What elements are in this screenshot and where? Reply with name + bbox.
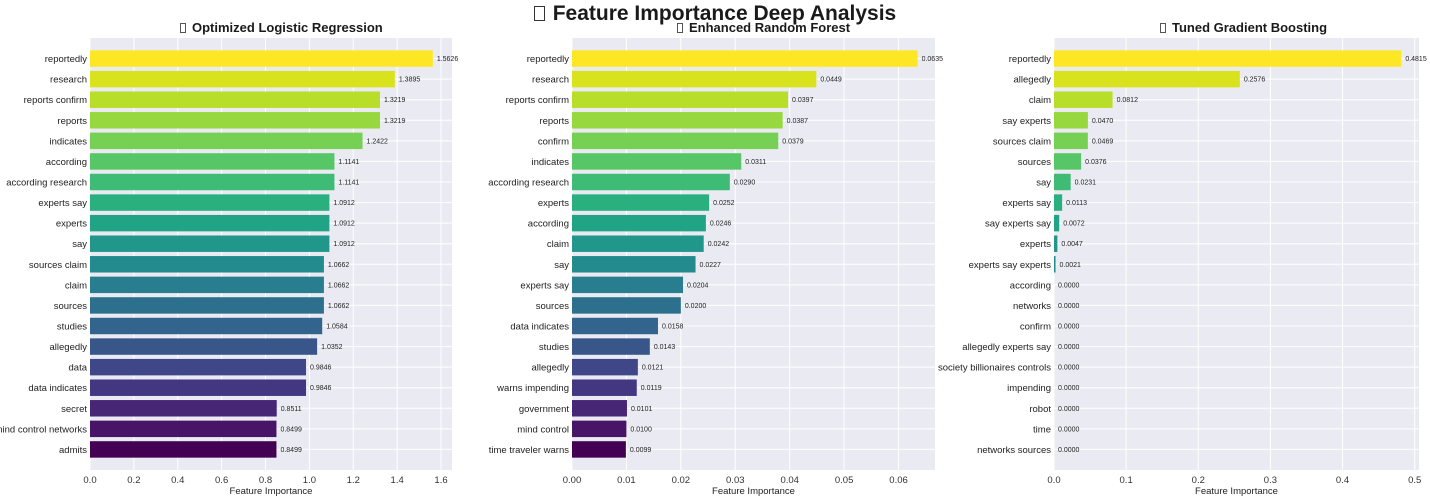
category-label: experts — [56, 219, 87, 230]
x-tick-label: 0.0 — [83, 475, 96, 486]
missing-glyph-icon — [677, 23, 683, 33]
x-axis-label: Feature Importance — [230, 486, 313, 497]
bar — [90, 420, 277, 438]
category-label: data indicates — [28, 383, 87, 394]
value-label: 1.0662 — [328, 282, 350, 289]
value-label: 0.8499 — [280, 447, 302, 454]
value-label: 1.2422 — [367, 138, 389, 145]
figure-title: Feature Importance Deep Analysis — [0, 2, 1430, 26]
bar — [90, 214, 330, 232]
bar — [90, 297, 324, 314]
value-label: 1.3895 — [399, 77, 421, 84]
x-tick-label: 0.6 — [215, 475, 228, 486]
bar — [90, 173, 335, 191]
value-label: 1.5626 — [437, 56, 459, 63]
bar — [90, 70, 395, 88]
category-label: sources — [54, 301, 88, 312]
bar — [90, 338, 318, 355]
x-tick-label: 0.2 — [127, 475, 140, 486]
panel-title-text: Tuned Gradient Boosting — [1172, 20, 1328, 35]
value-label: 0.9846 — [310, 365, 332, 372]
bar — [90, 112, 381, 129]
value-label: 1.0912 — [333, 241, 355, 248]
bar — [90, 91, 381, 108]
category-label: research — [50, 75, 87, 86]
bar — [90, 235, 330, 252]
value-label: 1.1141 — [338, 159, 359, 166]
x-tick-label: 1.0 — [303, 475, 316, 486]
category-label: according — [46, 157, 87, 168]
category-label: reports — [57, 116, 87, 127]
category-label: reportedly — [45, 54, 87, 65]
panel-title-text: Optimized Logistic Regression — [192, 20, 383, 35]
plot-area — [90, 38, 452, 470]
bar — [90, 276, 324, 294]
panel-title-gradient-boosting: Tuned Gradient Boosting — [1160, 20, 1327, 35]
category-label: indicates — [50, 136, 88, 147]
category-label: allegedly — [50, 342, 88, 353]
category-label: according research — [6, 178, 87, 189]
value-label: 1.1141 — [338, 180, 359, 187]
x-tick-label: 0.8 — [259, 475, 272, 486]
bar — [90, 153, 335, 170]
category-label: studies — [57, 322, 87, 333]
bar — [90, 441, 277, 458]
value-label: 1.3219 — [384, 118, 406, 125]
value-label: 1.0352 — [321, 344, 343, 351]
missing-glyph-icon — [180, 23, 186, 33]
value-label: 0.8511 — [281, 406, 302, 413]
bar — [90, 132, 363, 150]
category-label: claim — [65, 280, 87, 291]
x-tick-label: 1.2 — [347, 475, 360, 486]
bar — [90, 358, 307, 376]
value-label: 1.0662 — [328, 303, 350, 310]
x-tick-label: 1.6 — [434, 475, 447, 486]
missing-glyph-icon — [1160, 23, 1166, 33]
category-label: secret — [61, 404, 87, 415]
value-label: 0.9846 — [310, 385, 332, 392]
x-tick-label: 0.4 — [171, 475, 184, 486]
panel-title-text: Enhanced Random Forest — [689, 20, 851, 35]
bar — [90, 379, 307, 396]
missing-glyph-icon — [533, 6, 545, 21]
value-label: 1.3219 — [384, 97, 406, 104]
value-label: 1.0912 — [333, 200, 355, 207]
value-label: 1.0662 — [328, 262, 350, 269]
category-label: say — [72, 239, 87, 250]
bar — [90, 256, 324, 273]
bar — [90, 317, 323, 335]
category-label: sources claim — [29, 260, 87, 271]
panel-title-logistic-regression: Optimized Logistic Regression — [180, 20, 383, 35]
category-label: admits — [59, 445, 87, 456]
figure-title-text: Feature Importance Deep Analysis — [552, 2, 897, 25]
category-label: experts say — [38, 198, 87, 209]
bar — [90, 400, 277, 417]
value-label: 1.0912 — [333, 221, 355, 228]
bar — [90, 50, 433, 67]
x-tick-label: 1.4 — [391, 475, 404, 486]
value-label: 1.0584 — [326, 324, 348, 331]
bar — [90, 194, 330, 211]
category-label: data — [69, 363, 88, 374]
panel-title-random-forest: Enhanced Random Forest — [677, 20, 850, 35]
category-label: mind control networks — [0, 424, 87, 435]
value-label: 0.8499 — [280, 426, 302, 433]
category-label: reports confirm — [24, 95, 87, 106]
